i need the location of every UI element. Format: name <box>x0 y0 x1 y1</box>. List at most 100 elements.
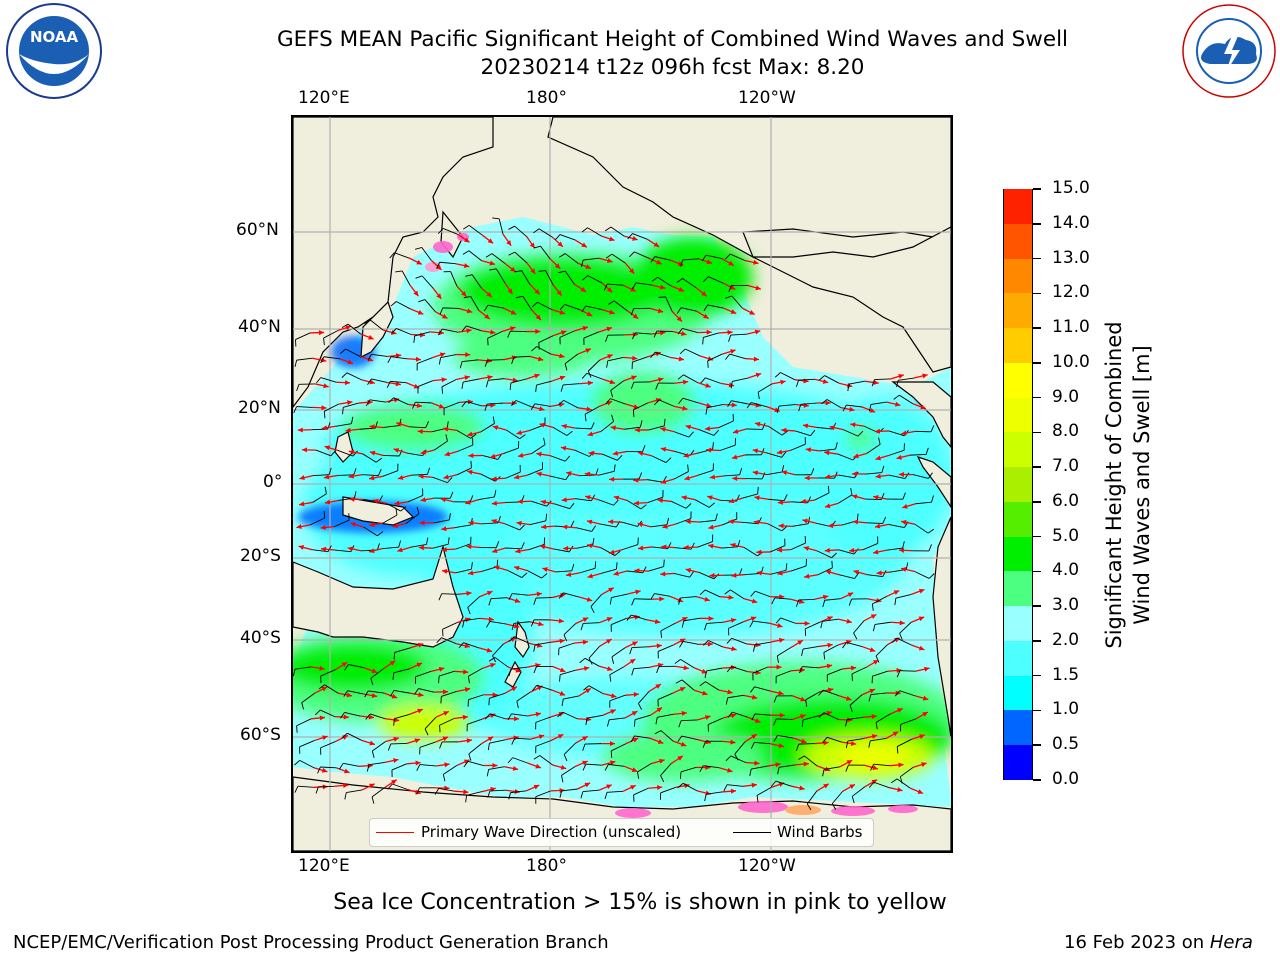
wind-barb-shaft <box>634 735 651 739</box>
wave-direction-arrowhead <box>296 524 302 530</box>
wave-direction-arrowhead <box>442 689 449 695</box>
wave-direction-arrowhead <box>631 767 638 772</box>
wave-direction-arrowhead <box>318 330 324 336</box>
wave-direction-arrowhead <box>871 714 877 720</box>
wind-barb-shaft <box>727 694 744 699</box>
wind-barb-shaft <box>555 570 572 573</box>
wind-barb-shaft <box>575 427 592 430</box>
wave-direction-arrowhead <box>587 573 593 579</box>
wave-direction-arrowhead <box>321 405 327 411</box>
wind-barb-shaft <box>535 790 551 798</box>
wind-barb-shaft <box>456 467 472 476</box>
wind-barb-feather <box>486 621 491 628</box>
wave-direction-arrowhead <box>541 524 547 530</box>
colorbar-tick-mark <box>1033 640 1041 642</box>
wave-direction-arrowhead <box>681 617 688 622</box>
wave-direction-arrowhead <box>902 503 908 509</box>
wind-barb-shaft <box>602 453 618 461</box>
colorbar-band <box>1004 188 1032 224</box>
wind-barb-feather <box>445 434 448 442</box>
wave-direction-arrowhead <box>514 716 520 722</box>
wind-barb-shaft <box>421 247 432 261</box>
zone-north-pacific-tail <box>593 372 693 432</box>
wind-barb-feather <box>438 593 443 601</box>
wave-direction-arrowhead <box>845 639 852 645</box>
wind-barb-feather <box>798 404 802 412</box>
wind-barb-feather <box>293 406 298 414</box>
wind-barb-shaft <box>658 399 675 407</box>
wind-barb-feather <box>931 495 934 503</box>
wind-barb-shaft <box>440 354 457 359</box>
wind-barb-feather <box>660 775 665 783</box>
colorbar-band <box>1004 397 1032 433</box>
wind-barb-feather <box>543 437 546 445</box>
wave-direction-arrowhead <box>393 736 399 742</box>
wind-barb-feather <box>558 592 564 599</box>
wind-barb-feather <box>798 666 803 674</box>
wind-barb-feather <box>327 545 332 552</box>
wind-barb-feather <box>626 614 632 621</box>
wind-barb-feather <box>902 492 906 500</box>
wave-direction-arrowhead <box>897 708 903 713</box>
wave-direction-arrowhead <box>486 647 493 653</box>
wave-direction-arrowhead <box>754 760 760 766</box>
wind-barb-shaft <box>660 730 674 742</box>
wind-barb-shaft <box>510 790 527 794</box>
wave-direction-arrowhead <box>797 640 803 646</box>
wind-barb-shaft <box>683 374 698 383</box>
wave-direction-arrowhead <box>397 547 403 553</box>
wind-barb-shaft <box>798 743 815 745</box>
wave-direction-arrowhead <box>319 665 325 671</box>
wave-direction-arrowhead <box>369 522 375 527</box>
wind-barb-shaft <box>703 765 720 769</box>
wave-direction-arrowhead <box>922 712 928 717</box>
wind-barb-shaft <box>699 572 715 580</box>
wind-barb-shaft <box>511 713 528 717</box>
wind-barb-shaft <box>346 789 363 793</box>
wind-barb-feather <box>465 795 468 803</box>
wind-barb-shaft <box>348 664 365 669</box>
wind-barb-feather <box>690 542 695 550</box>
wave-direction-arrowhead <box>679 638 686 644</box>
wind-barb-shaft <box>683 640 699 645</box>
wind-barb-shaft <box>822 618 839 622</box>
wind-barb-feather <box>750 590 756 597</box>
wave-direction-arrowhead <box>777 499 783 505</box>
wind-barb-feather <box>508 225 515 230</box>
wave-direction-arrowhead <box>896 668 902 674</box>
wind-barb-shaft <box>680 307 697 312</box>
wind-barb-feather <box>294 785 299 793</box>
wind-barb-feather <box>677 374 684 380</box>
wave-direction-arrowhead <box>707 495 713 501</box>
wind-barb-shaft <box>424 299 436 312</box>
wave-direction-arrowhead <box>413 290 419 297</box>
wind-barb-shaft <box>563 399 579 409</box>
wind-barb-shaft <box>588 645 600 659</box>
wave-direction-arrowhead <box>516 520 522 526</box>
wind-barb-feather <box>631 598 635 606</box>
wave-direction-arrowhead <box>467 399 473 405</box>
wave-direction-arrowhead <box>659 284 666 290</box>
wind-barb-shaft <box>698 429 715 436</box>
wind-barb-shaft <box>866 444 881 454</box>
wave-direction-arrowhead <box>468 520 474 526</box>
wave-direction-arrowhead <box>873 380 879 385</box>
wind-barb-feather <box>604 764 609 771</box>
wave-direction-arrowhead <box>486 590 493 596</box>
wave-direction-arrowhead <box>513 623 520 629</box>
wind-barb-feather <box>650 593 655 600</box>
wind-barb-shaft <box>510 666 527 670</box>
zone-south-west-high <box>378 704 468 740</box>
wave-direction-arrowhead <box>490 453 496 459</box>
wind-barb-feather <box>470 562 473 570</box>
wind-barb-shaft <box>816 426 833 430</box>
wind-barb-shaft <box>372 741 386 752</box>
wave-direction-arrowhead <box>872 765 878 771</box>
wind-barb-shaft <box>774 597 791 600</box>
wind-barb-feather <box>761 472 766 480</box>
wind-barb-shaft <box>699 519 716 523</box>
noaa-logo-text: NOAA <box>30 28 79 46</box>
map-legend: Primary Wave Direction (unscaled) Wind B… <box>369 818 874 847</box>
wave-direction-arrowhead <box>730 788 736 794</box>
wave-direction-arrowhead <box>491 500 497 506</box>
